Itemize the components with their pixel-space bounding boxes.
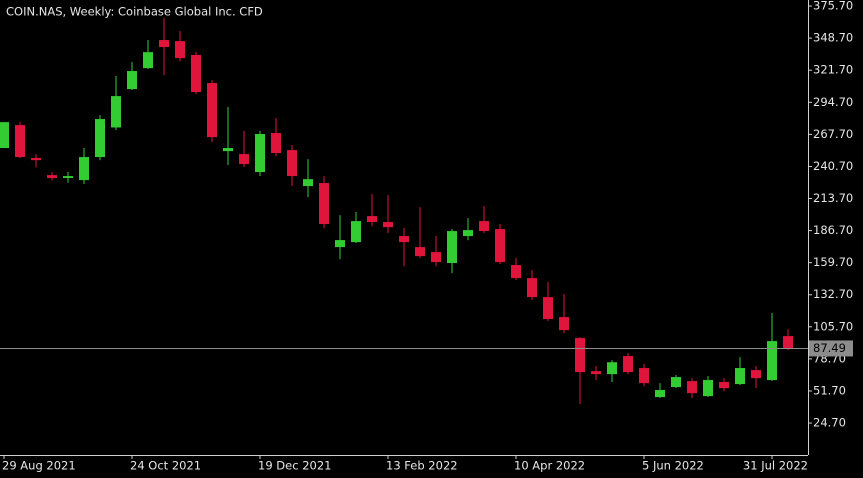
candle-body: [623, 356, 633, 373]
candle-body: [223, 148, 233, 152]
candle-body: [719, 382, 729, 389]
candle-body: [783, 336, 793, 349]
candle-body: [111, 96, 121, 128]
candle-body: [95, 119, 105, 158]
y-tick-label: 105.70: [813, 319, 853, 333]
candle-body: [351, 221, 361, 243]
candle-body: [543, 297, 553, 320]
y-tick-label: 375.70: [813, 0, 853, 13]
x-tick-label: 24 Oct 2021: [130, 459, 201, 473]
candle-body: [751, 370, 761, 379]
candle-body: [463, 230, 473, 237]
y-tick-label: 267.70: [813, 127, 853, 141]
candle-body: [479, 221, 489, 232]
candle-body: [399, 236, 409, 243]
candle-body: [687, 381, 697, 394]
candle-body: [495, 229, 505, 263]
candle-body: [159, 40, 169, 48]
candle-body: [127, 71, 137, 90]
candle-body: [367, 216, 377, 223]
candle-body: [303, 179, 313, 187]
candle-body: [191, 55, 201, 93]
candle-body: [511, 265, 521, 279]
candle-body: [271, 133, 281, 154]
candle-body: [735, 368, 745, 385]
candle-body: [335, 240, 345, 248]
y-tick-label: 132.70: [813, 287, 853, 301]
x-tick-label: 10 Apr 2022: [514, 459, 585, 473]
chart-title: COIN.NAS, Weekly: Coinbase Global Inc. C…: [6, 5, 263, 19]
candle-body: [527, 278, 537, 298]
candle-body: [31, 158, 41, 161]
candle-body: [415, 247, 425, 257]
x-tick-label: 13 Feb 2022: [386, 459, 458, 473]
candle-body: [671, 377, 681, 388]
x-tick-label: 29 Aug 2021: [2, 459, 76, 473]
y-tick-label: 159.70: [813, 255, 853, 269]
x-tick-label: 5 Jun 2022: [642, 459, 704, 473]
candle-body: [319, 183, 329, 225]
candle-body: [143, 52, 153, 69]
current-price-label: 87.49: [813, 341, 846, 355]
y-tick-label: 348.70: [813, 31, 853, 45]
y-tick-label: 213.70: [813, 191, 853, 205]
current-price-box: [809, 340, 853, 357]
y-tick-label: 51.70: [813, 383, 846, 397]
candle-body: [559, 317, 569, 331]
y-tick-label: 321.70: [813, 63, 853, 77]
candle-body: [63, 176, 73, 178]
candle-body: [287, 150, 297, 177]
candle-body: [575, 338, 585, 373]
candle-body: [703, 380, 713, 397]
candle-body: [655, 390, 665, 398]
candle-body: [255, 134, 265, 173]
candle-body: [239, 154, 249, 165]
candle-body: [383, 222, 393, 228]
y-tick-label: 186.70: [813, 223, 853, 237]
y-tick-label: 24.70: [813, 416, 846, 430]
candle-body: [767, 341, 777, 381]
candle-body: [15, 125, 25, 158]
candle-body: [47, 175, 57, 179]
candle-body: [447, 231, 457, 264]
y-tick-label: 240.70: [813, 159, 853, 173]
candle-body: [607, 362, 617, 375]
candle-body: [79, 157, 89, 181]
candle-body: [639, 368, 649, 384]
candle-body: [0, 122, 9, 149]
x-tick-label: 19 Dec 2021: [258, 459, 331, 473]
candle-body: [431, 252, 441, 263]
y-tick-label: 294.70: [813, 95, 853, 109]
candle-body: [175, 41, 185, 59]
candle-body: [207, 83, 217, 138]
candle-body: [591, 371, 601, 375]
x-tick-label: 31 Jul 2022: [743, 459, 808, 473]
